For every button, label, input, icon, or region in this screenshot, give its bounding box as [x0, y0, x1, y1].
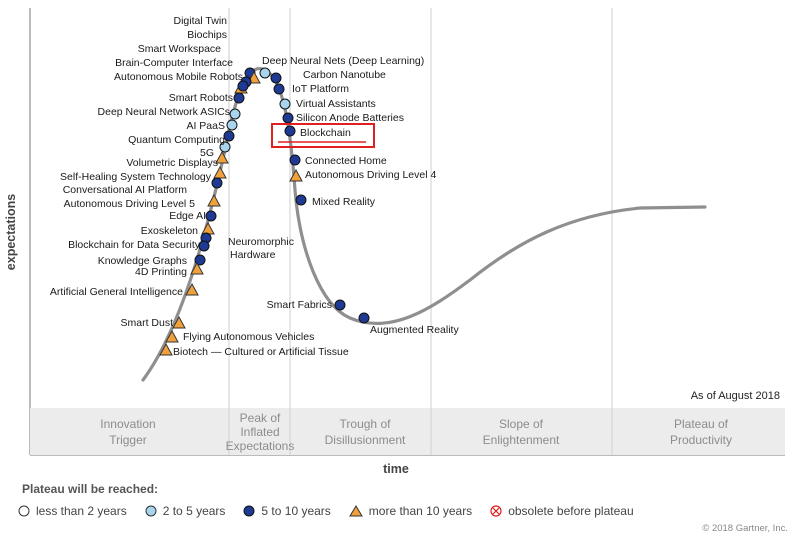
white-circle-icon — [18, 505, 30, 517]
orange-triangle-icon — [348, 505, 363, 517]
label-smart-robots: Smart Robots — [169, 92, 233, 104]
label-deep-neural-network-asics: Deep Neural Network ASICs — [98, 106, 230, 118]
label-blockchain: Blockchain — [300, 127, 351, 139]
legend-item-more-than-10-years: more than 10 years — [348, 504, 473, 518]
legend-label: more than 10 years — [368, 504, 473, 518]
label-autonomous-mobile-robots: Autonomous Mobile Robots — [114, 71, 243, 83]
label-flying-autonomous-vehicles: Flying Autonomous Vehicles — [183, 331, 314, 343]
label-augmented-reality: Augmented Reality — [370, 324, 459, 336]
label-virtual-assistants: Virtual Assistants — [296, 98, 376, 110]
marker-flying-autonomous-vehicles — [165, 329, 179, 343]
label-smart-dust: Smart Dust — [120, 317, 173, 329]
legend-item-less-than-2-years: less than 2 years — [18, 504, 127, 518]
label-4d-printing: 4D Printing — [135, 266, 187, 278]
label-silicon-anode-batteries: Silicon Anode Batteries — [296, 112, 404, 124]
phase-label-peak: Peak of Inflated Expectations — [226, 411, 295, 453]
copyright: © 2018 Gartner, Inc. — [702, 523, 788, 534]
marker-deep-neural-network-asics — [229, 108, 241, 120]
marker-quantum-computing — [223, 130, 235, 142]
marker-edge-ai — [205, 210, 217, 222]
label-ai-paas: AI PaaS — [186, 120, 225, 132]
label-biotech-cultured-or-artificial-tissue: Biotech — Cultured or Artificial Tissue — [173, 346, 349, 358]
phase-band — [30, 408, 785, 455]
label-self-healing-system-technology: Self-Healing System Technology — [60, 171, 212, 183]
hype-cycle-chart: Innovation Trigger Peak of Inflated Expecta… — [4, 8, 785, 476]
marker-mixed-reality — [295, 194, 307, 206]
phase-label-slope: Slope of Enlightenment — [483, 417, 560, 447]
marker-self-healing-system-technology — [213, 165, 227, 179]
marker-blockchain — [284, 125, 296, 137]
label-conversational-ai-platform: Conversational AI Platform — [63, 184, 188, 196]
marker-virtual-assistants — [279, 98, 291, 110]
label-edge-ai: Edge AI — [169, 210, 206, 222]
marker-augmented-reality — [358, 312, 370, 324]
marker-smart-fabrics — [334, 299, 346, 311]
marker-iot-platform — [273, 83, 285, 95]
technology-labels: Digital Twin Biochips Smart Workspace Brain… — [50, 15, 460, 358]
marker-silicon-anode-batteries — [282, 112, 294, 124]
marker-connected-home — [289, 154, 301, 166]
marker-deep-neural-nets-deep-learning — [259, 67, 271, 79]
marker-conversational-ai-platform — [211, 177, 223, 189]
label-carbon-nanotube: Carbon Nanotube — [303, 69, 386, 81]
label-connected-home: Connected Home — [305, 155, 387, 167]
marker-volumetric-displays — [215, 150, 229, 164]
label-autonomous-driving-level-5: Autonomous Driving Level 5 — [64, 198, 195, 210]
x-axis-title: time — [383, 462, 409, 476]
legend-item-5-to-10-years: 5 to 10 years — [243, 504, 331, 518]
phase-label-innovation-trigger: Innovation Trigger — [100, 417, 155, 447]
phase-label-plateau: Plateau of Productivity — [670, 417, 732, 447]
legend-label: 2 to 5 years — [162, 504, 226, 518]
legend-label: obsolete before plateau — [508, 504, 634, 518]
marker-exoskeleton — [201, 221, 215, 235]
label-brain-computer-interface: Brain-Computer Interface — [115, 57, 233, 69]
marker-autonomous-driving-level-5 — [207, 193, 221, 207]
label-smart-fabrics: Smart Fabrics — [267, 299, 332, 311]
marker-4d-printing — [190, 261, 204, 275]
technology-markers — [159, 67, 370, 356]
marker-neuromorphic-hardware — [198, 240, 210, 252]
label-mixed-reality: Mixed Reality — [312, 196, 376, 208]
marker-autonomous-driving-level-4 — [289, 168, 303, 182]
label-artificial-general-intelligence: Artificial General Intelligence — [50, 286, 183, 298]
marker-biotech-cultured-or-artificial-tissue — [159, 342, 173, 356]
label-quantum-computing: Quantum Computing — [128, 134, 225, 146]
label-neuromorphic-hardware: Neuromorphic Hardware — [228, 236, 294, 261]
marker-knowledge-graphs — [194, 254, 206, 266]
y-axis-title: expectations — [4, 194, 18, 270]
marker-ai-paas — [226, 119, 238, 131]
label-smart-workspace: Smart Workspace — [138, 43, 221, 55]
label-5g: 5G — [200, 147, 214, 159]
label-digital-twin: Digital Twin — [174, 15, 228, 27]
light-blue-circle-icon — [145, 505, 157, 517]
phase-label-trough: Trough of Disillusionment — [325, 417, 406, 447]
legend: less than 2 years 2 to 5 years 5 to 10 y… — [18, 504, 646, 518]
blockchain-highlight-box — [271, 123, 375, 148]
marker-5g — [219, 141, 231, 153]
label-blockchain-for-data-security: Blockchain for Data Security — [68, 239, 201, 251]
as-of-date: As of August 2018 — [690, 390, 780, 402]
obsolete-x-icon — [490, 505, 502, 517]
dark-blue-circle-icon — [243, 505, 255, 517]
label-deep-neural-nets-deep-learning: Deep Neural Nets (Deep Learning) — [262, 55, 424, 67]
legend-item-2-to-5-years: 2 to 5 years — [145, 504, 226, 518]
marker-smart-robots — [233, 92, 245, 104]
label-volumetric-displays: Volumetric Displays — [126, 157, 218, 169]
label-autonomous-driving-level-4: Autonomous Driving Level 4 — [305, 169, 436, 181]
legend-label: 5 to 10 years — [261, 504, 331, 518]
legend-label: less than 2 years — [36, 504, 127, 518]
legend-title: Plateau will be reached: — [22, 482, 159, 496]
label-knowledge-graphs: Knowledge Graphs — [98, 255, 187, 267]
marker-artificial-general-intelligence — [185, 282, 199, 296]
marker-autonomous-mobile-robots — [237, 80, 249, 92]
marker-carbon-nanotube — [270, 72, 282, 84]
legend-item-obsolete: obsolete before plateau — [490, 504, 634, 518]
label-exoskeleton: Exoskeleton — [141, 225, 198, 237]
label-biochips: Biochips — [187, 29, 227, 41]
marker-smart-dust — [172, 315, 186, 329]
label-iot-platform: IoT Platform — [292, 83, 349, 95]
